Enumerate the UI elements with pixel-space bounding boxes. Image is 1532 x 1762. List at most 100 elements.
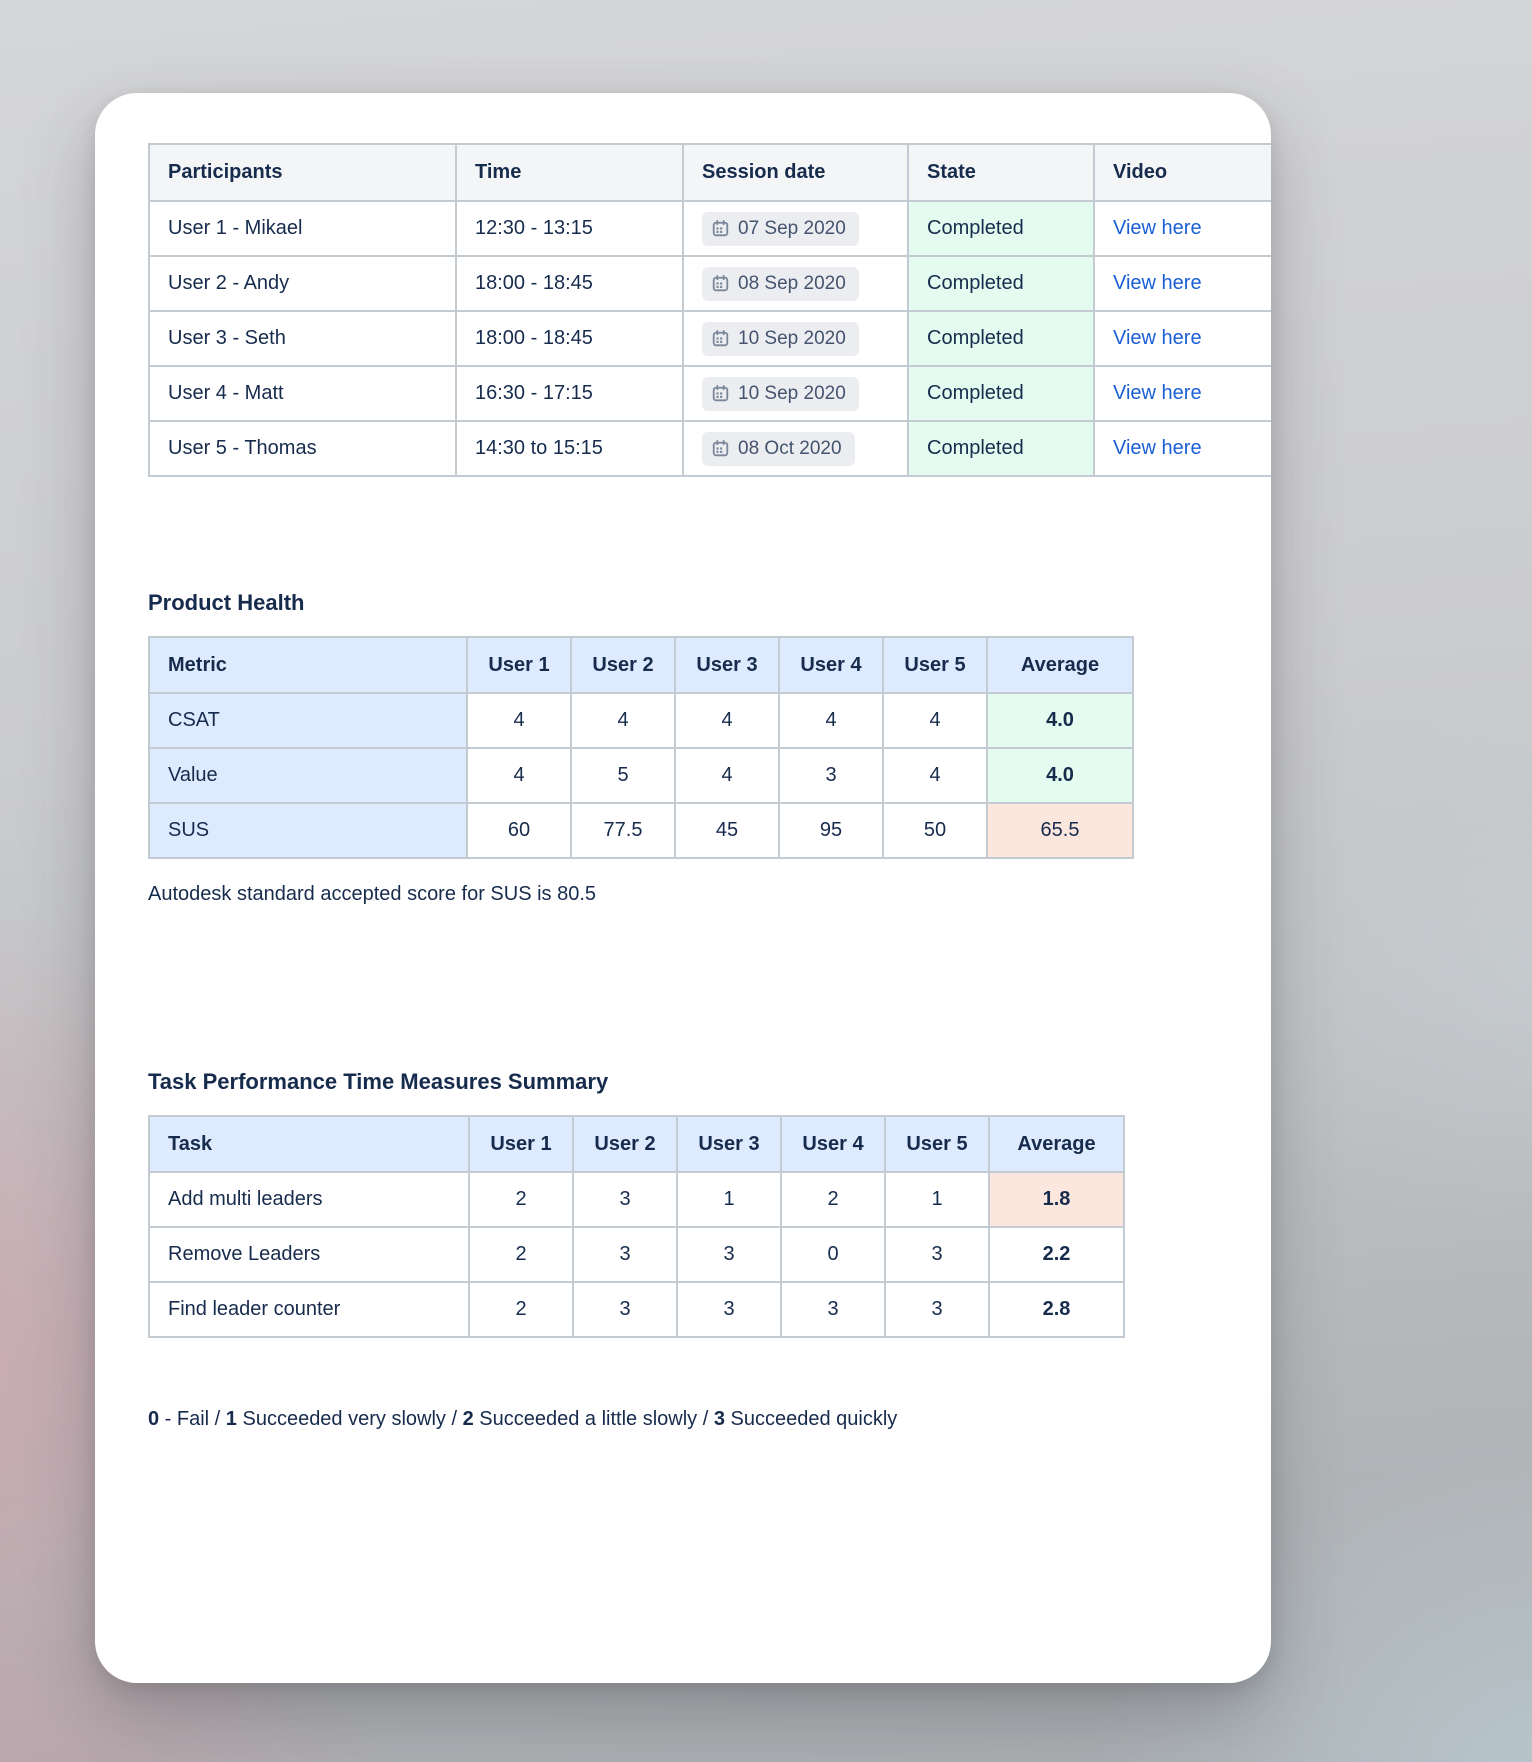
- date-lozenge-label: 07 Sep 2020: [738, 217, 846, 239]
- legend-score: 0: [148, 1408, 160, 1430]
- sus-footnote: Autodesk standard accepted score for SUS…: [148, 883, 597, 905]
- task-performance-heading: Task Performance Time Measures Summary: [148, 1069, 609, 1094]
- legend-text: Succeeded quickly: [724, 1408, 898, 1430]
- task-row: Remove Leaders 2 3 3 0 3 2.2: [148, 1226, 1125, 1283]
- state-cell: Completed: [907, 310, 1095, 367]
- participants-header-participants: Participants: [148, 143, 457, 202]
- video-cell: View here: [1093, 200, 1271, 257]
- video-link[interactable]: View here: [1113, 217, 1202, 239]
- task-performance-table: Task User 1 User 2 User 3 User 4 User 5 …: [148, 1115, 1125, 1338]
- participant-date-cell: 10 Sep 2020: [682, 365, 909, 422]
- calendar-icon: [712, 440, 729, 457]
- product-health-header-row: Metric User 1 User 2 User 3 User 4 User …: [148, 636, 1134, 694]
- metric-value-cell: 4: [674, 692, 780, 749]
- task-score-cell: 3: [780, 1281, 886, 1338]
- participant-time-cell: 12:30 - 13:15: [455, 200, 684, 257]
- card-edge-notch: [95, 582, 102, 605]
- product-health-heading: Product Health: [148, 590, 305, 615]
- task-score-cell: 3: [572, 1171, 678, 1228]
- task-score-cell: 2: [468, 1171, 574, 1228]
- metric-header: Metric: [148, 636, 468, 694]
- document-content: Participants Time Session date State Vid…: [95, 93, 1271, 1683]
- metric-average-cell: 4.0: [986, 747, 1134, 804]
- metric-average-cell: 4.0: [986, 692, 1134, 749]
- metric-value-cell: 4: [778, 692, 884, 749]
- participant-time-cell: 18:00 - 18:45: [455, 310, 684, 367]
- participant-name-cell: User 1 - Mikael: [148, 200, 457, 257]
- task-header: Task: [148, 1115, 470, 1173]
- video-link[interactable]: View here: [1113, 272, 1202, 294]
- metric-row-csat: CSAT 4 4 4 4 4 4.0: [148, 692, 1134, 749]
- participant-row: User 3 - Seth 18:00 - 18:45 10 Sep 2020 …: [148, 310, 1271, 367]
- participant-row: User 1 - Mikael 12:30 - 13:15 07 Sep 202…: [148, 200, 1271, 257]
- participant-name-cell: User 4 - Matt: [148, 365, 457, 422]
- task-score-cell: 1: [676, 1171, 782, 1228]
- participant-row: User 4 - Matt 16:30 - 17:15 10 Sep 2020 …: [148, 365, 1271, 422]
- metric-value-cell: 50: [882, 802, 988, 859]
- metric-name-cell: CSAT: [148, 692, 468, 749]
- task-performance-header-row: Task User 1 User 2 User 3 User 4 User 5 …: [148, 1115, 1125, 1173]
- product-health-table: Metric User 1 User 2 User 3 User 4 User …: [148, 636, 1134, 859]
- participants-header-time: Time: [455, 143, 684, 202]
- metric-value-cell: 45: [674, 802, 780, 859]
- participants-header-row: Participants Time Session date State Vid…: [148, 143, 1271, 202]
- participants-header-session-date: Session date: [682, 143, 909, 202]
- participants-header-state: State: [907, 143, 1095, 202]
- date-lozenge: 07 Sep 2020: [702, 211, 859, 246]
- video-link[interactable]: View here: [1113, 327, 1202, 349]
- metric-value-cell: 3: [778, 747, 884, 804]
- task-name-cell: Find leader counter: [148, 1281, 470, 1338]
- participant-time-cell: 14:30 to 15:15: [455, 420, 684, 477]
- date-lozenge-label: 08 Oct 2020: [738, 437, 842, 459]
- participant-date-cell: 08 Sep 2020: [682, 255, 909, 312]
- average-header: Average: [986, 636, 1134, 694]
- legend-text: Succeeded very slowly /: [236, 1408, 463, 1430]
- date-lozenge: 10 Sep 2020: [702, 376, 859, 411]
- user2-header: User 2: [570, 636, 676, 694]
- participant-date-cell: 07 Sep 2020: [682, 200, 909, 257]
- user4-header: User 4: [780, 1115, 886, 1173]
- metric-value-cell: 60: [466, 802, 572, 859]
- average-header: Average: [988, 1115, 1125, 1173]
- task-score-cell: 2: [780, 1171, 886, 1228]
- calendar-icon: [712, 220, 729, 237]
- calendar-icon: [712, 275, 729, 292]
- participants-table: Participants Time Session date State Vid…: [148, 143, 1271, 477]
- user1-header: User 1: [466, 636, 572, 694]
- legend-score: 1: [225, 1408, 237, 1430]
- participant-date-cell: 10 Sep 2020: [682, 310, 909, 367]
- participant-name-cell: User 3 - Seth: [148, 310, 457, 367]
- metric-average-cell: 65.5: [986, 802, 1134, 859]
- scoring-legend: 0 - Fail / 1 Succeeded very slowly / 2 S…: [148, 1408, 1271, 1431]
- task-score-cell: 3: [884, 1281, 990, 1338]
- state-cell: Completed: [907, 200, 1095, 257]
- video-cell: View here: [1093, 255, 1271, 312]
- metric-value-cell: 95: [778, 802, 884, 859]
- date-lozenge-label: 10 Sep 2020: [738, 382, 846, 404]
- video-cell: View here: [1093, 365, 1271, 422]
- legend-text: - Fail /: [159, 1408, 226, 1430]
- task-score-cell: 2: [468, 1281, 574, 1338]
- participants-header-video: Video: [1093, 143, 1271, 202]
- participant-time-cell: 16:30 - 17:15: [455, 365, 684, 422]
- metric-value-cell: 4: [570, 692, 676, 749]
- metric-value-cell: 4: [674, 747, 780, 804]
- task-average-cell: 2.2: [988, 1226, 1125, 1283]
- state-cell: Completed: [907, 255, 1095, 312]
- task-score-cell: 0: [780, 1226, 886, 1283]
- metric-value-cell: 4: [882, 747, 988, 804]
- user4-header: User 4: [778, 636, 884, 694]
- date-lozenge: 10 Sep 2020: [702, 321, 859, 356]
- document-card: Participants Time Session date State Vid…: [95, 93, 1271, 1683]
- video-link[interactable]: View here: [1113, 437, 1202, 459]
- video-link[interactable]: View here: [1113, 382, 1202, 404]
- metric-value-cell: 77.5: [570, 802, 676, 859]
- calendar-icon: [712, 385, 729, 402]
- video-cell: View here: [1093, 420, 1271, 477]
- participant-name-cell: User 2 - Andy: [148, 255, 457, 312]
- metric-value-cell: 4: [466, 747, 572, 804]
- user2-header: User 2: [572, 1115, 678, 1173]
- task-score-cell: 3: [676, 1226, 782, 1283]
- task-row: Add multi leaders 2 3 1 2 1 1.8: [148, 1171, 1125, 1228]
